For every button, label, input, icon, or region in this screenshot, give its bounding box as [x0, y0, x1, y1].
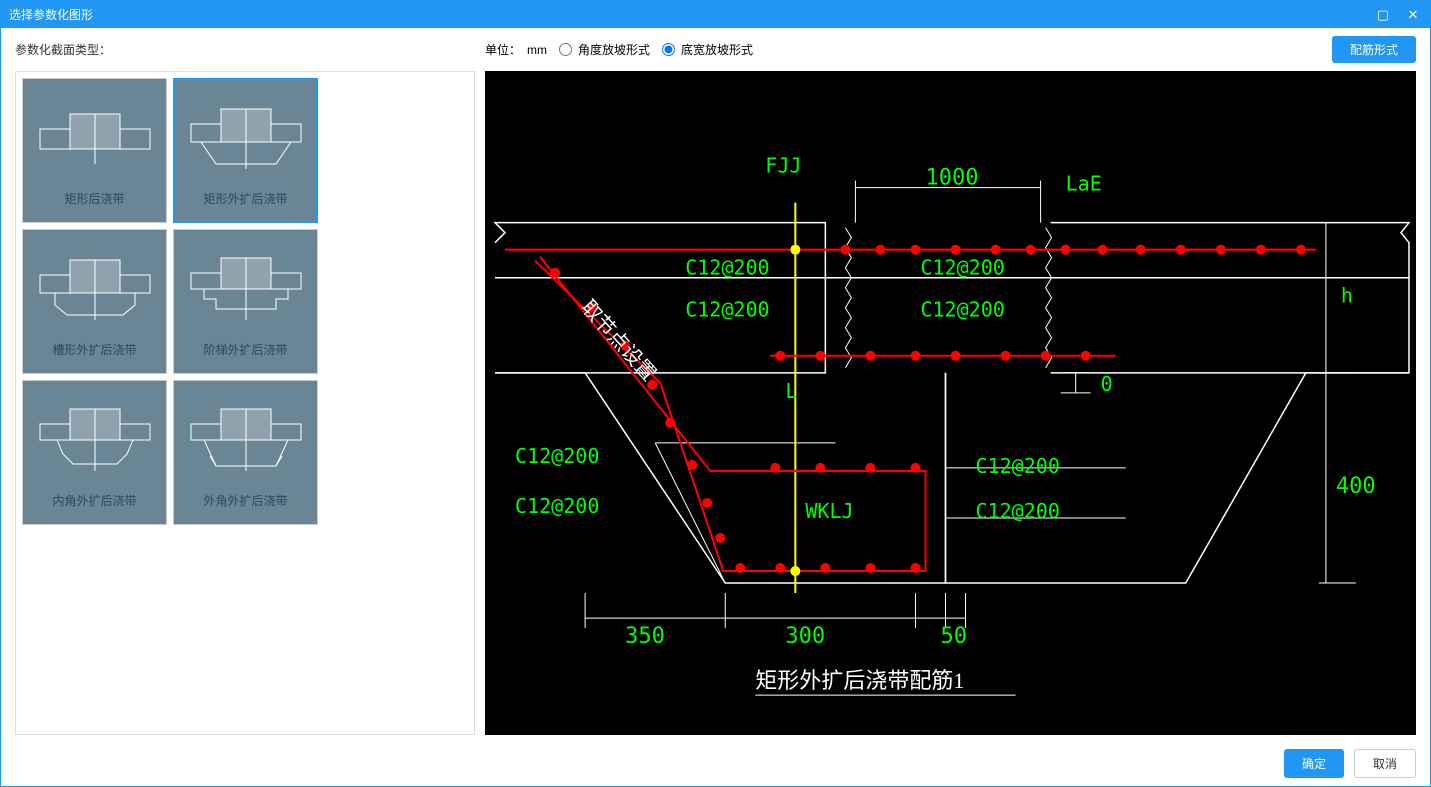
thumbnail-grid: 矩形后浇带 矩形外扩后浇带槽形外扩后浇带 阶梯外扩后浇带内角外扩后浇带 外角外扩后浇带 — [22, 78, 468, 525]
dialog-window: 选择参数化图形 ▢ ✕ 参数化截面类型： 单位： mm 角度放坡形式 底宽放坡形… — [0, 0, 1431, 787]
thumbnail-4[interactable]: 内角外扩后浇带 — [22, 380, 167, 525]
thumbnail-3[interactable]: 阶梯外扩后浇带 — [173, 229, 318, 374]
thumbnail-label: 槽形外扩后浇带 — [52, 341, 136, 358]
toolbar: 参数化截面类型： 单位： mm 角度放坡形式 底宽放坡形式 配筋形式 — [1, 28, 1430, 71]
svg-text:350: 350 — [625, 624, 665, 649]
radio-width-slope[interactable]: 底宽放坡形式 — [662, 41, 753, 58]
thumbnail-5[interactable]: 外角外扩后浇带 — [173, 380, 318, 525]
thumbnail-label: 外角外扩后浇带 — [203, 492, 287, 509]
radio-angle-input[interactable] — [559, 43, 572, 56]
titlebar-buttons: ▢ ✕ — [1374, 6, 1422, 24]
svg-text:300: 300 — [785, 624, 825, 649]
svg-text:C12@200: C12@200 — [920, 256, 1004, 280]
section-type-label: 参数化截面类型： — [15, 41, 485, 58]
titlebar: 选择参数化图形 ▢ ✕ — [1, 1, 1430, 28]
svg-text:C12@200: C12@200 — [920, 298, 1004, 322]
svg-text:h: h — [1341, 284, 1353, 308]
svg-text:C12@200: C12@200 — [515, 444, 599, 468]
thumbnail-panel: 矩形后浇带 矩形外扩后浇带槽形外扩后浇带 阶梯外扩后浇带内角外扩后浇带 外角外扩后浇带 — [15, 71, 475, 735]
toolbar-right: 配筋形式 — [1332, 36, 1416, 63]
svg-text:LaE: LaE — [1066, 172, 1102, 196]
svg-text:400: 400 — [1336, 474, 1376, 499]
diagram-panel: FJJ LaE 1000 h 400 L 0 WKLJ 350 300 50 C12@200 C12@2… — [485, 71, 1416, 735]
maximize-icon[interactable]: ▢ — [1374, 6, 1392, 24]
svg-text:L: L — [785, 379, 797, 403]
main-area: 矩形后浇带 矩形外扩后浇带槽形外扩后浇带 阶梯外扩后浇带内角外扩后浇带 外角外扩后浇带… — [1, 71, 1430, 741]
svg-text:C12@200: C12@200 — [976, 454, 1060, 478]
svg-text:FJJ: FJJ — [765, 154, 801, 178]
thumbnail-label: 矩形后浇带 — [64, 190, 124, 207]
radio-angle-label: 角度放坡形式 — [578, 41, 650, 58]
unit-label: 单位： — [485, 41, 521, 58]
thumbnail-1[interactable]: 矩形外扩后浇带 — [173, 78, 318, 223]
radio-width-input[interactable] — [662, 43, 675, 56]
diagram-canvas[interactable]: FJJ LaE 1000 h 400 L 0 WKLJ 350 300 50 C12@200 C12@2… — [485, 71, 1416, 735]
svg-text:0: 0 — [1101, 372, 1113, 396]
svg-text:C12@200: C12@200 — [515, 494, 599, 518]
cancel-button[interactable]: 取消 — [1354, 749, 1416, 778]
thumbnail-label: 矩形外扩后浇带 — [203, 190, 287, 207]
content-area: 参数化截面类型： 单位： mm 角度放坡形式 底宽放坡形式 配筋形式 矩形后浇带… — [1, 28, 1430, 786]
thumbnail-0[interactable]: 矩形后浇带 — [22, 78, 167, 223]
footer: 确定 取消 — [1, 741, 1430, 786]
radio-width-label: 底宽放坡形式 — [681, 41, 753, 58]
ok-button[interactable]: 确定 — [1284, 749, 1344, 778]
thumbnail-2[interactable]: 槽形外扩后浇带 — [22, 229, 167, 374]
svg-text:50: 50 — [940, 624, 967, 649]
svg-text:矩形外扩后浇带配筋1: 矩形外扩后浇带配筋1 — [755, 668, 964, 693]
radio-angle-slope[interactable]: 角度放坡形式 — [559, 41, 650, 58]
svg-text:C12@200: C12@200 — [685, 256, 769, 280]
svg-text:C12@200: C12@200 — [976, 499, 1060, 523]
svg-text:C12@200: C12@200 — [685, 298, 769, 322]
close-icon[interactable]: ✕ — [1404, 6, 1422, 24]
thumbnail-label: 内角外扩后浇带 — [52, 492, 136, 509]
window-title: 选择参数化图形 — [9, 6, 1374, 23]
unit-controls: 单位： mm 角度放坡形式 底宽放坡形式 — [485, 41, 753, 58]
unit-value: mm — [527, 43, 547, 57]
svg-text:1000: 1000 — [925, 166, 978, 191]
rebar-form-button[interactable]: 配筋形式 — [1332, 36, 1416, 63]
svg-text:WKLJ: WKLJ — [805, 499, 853, 523]
thumbnail-label: 阶梯外扩后浇带 — [203, 341, 287, 358]
